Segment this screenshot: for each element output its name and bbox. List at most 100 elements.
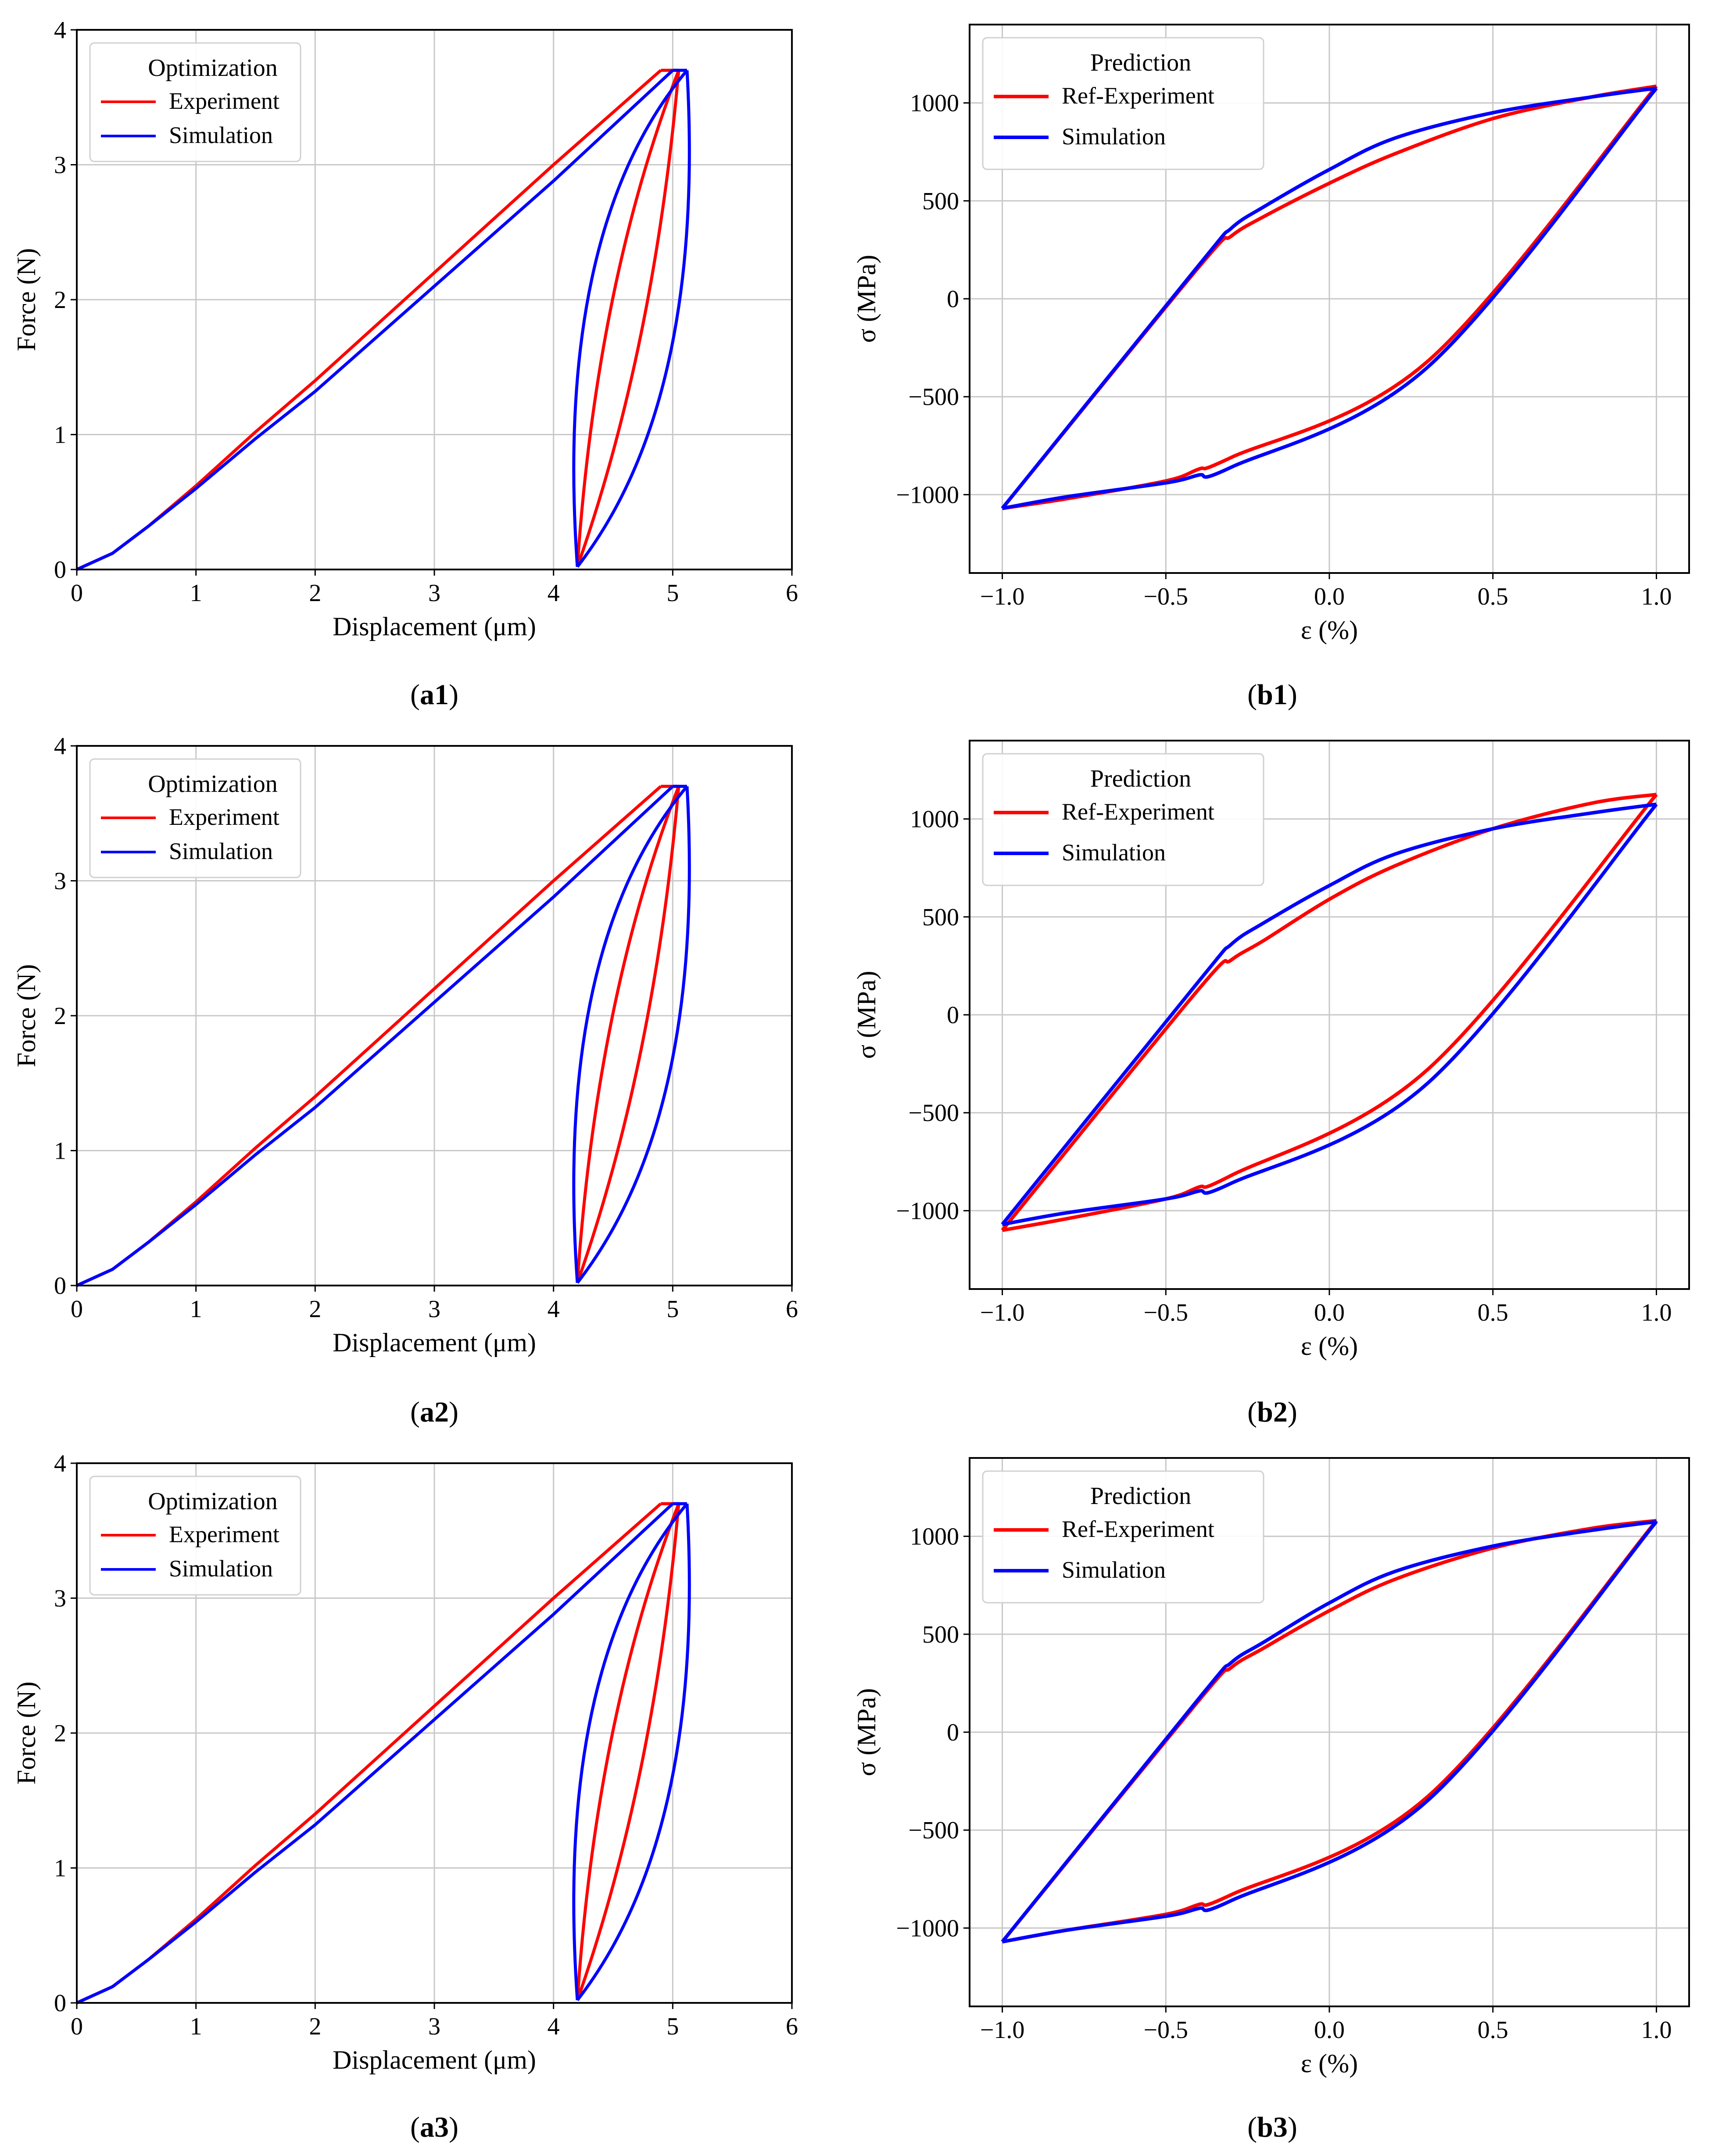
lower-branch (1002, 87, 1658, 510)
y-tick-label: −500 (908, 1099, 959, 1127)
y-tick-label: −1000 (896, 1915, 959, 1942)
x-tick-label: −1.0 (980, 2016, 1025, 2044)
y-tick-label: 3 (54, 868, 66, 895)
y-tick-label: 1000 (910, 1523, 959, 1551)
legend-entry: Experiment (169, 804, 279, 830)
caption-label: a3 (420, 2111, 449, 2143)
legend: Prediction Ref-Experiment Simulation (982, 1470, 1264, 1604)
x-tick-label: 0.5 (1478, 583, 1508, 610)
series-simulation-a2 (76, 784, 691, 1287)
legend-title: Optimization (148, 1488, 278, 1515)
x-axis-label: Displacement (μm) (333, 1328, 536, 1357)
x-tick-label: −0.5 (1143, 583, 1188, 610)
lower-branch (1002, 793, 1658, 1232)
unloading-curve (576, 70, 691, 568)
legend-entry: Simulation (1062, 123, 1166, 150)
x-tick-label: 6 (786, 2013, 798, 2040)
chart-panel-a3: 0 1 2 3 4 5 6 0 1 2 3 4 Displacement (μm) Force (N) Op… (12, 1450, 798, 2143)
x-tick-label: 4 (548, 580, 560, 607)
x-tick-label: 4 (548, 2013, 560, 2040)
caption-label: b2 (1257, 1396, 1288, 1428)
caption-close: ) (1288, 1396, 1297, 1428)
series-simulation-b1 (1001, 86, 1658, 510)
legend-box (982, 1470, 1264, 1604)
y-axis-label: Force (N) (12, 964, 41, 1067)
caption-close: ) (1288, 2111, 1297, 2143)
x-tick-label: 0.0 (1314, 2016, 1345, 2044)
panel-caption: (b1) (1247, 679, 1297, 711)
legend-entry: Simulation (1062, 839, 1166, 866)
x-tick-label: 1 (190, 1296, 202, 1323)
loading-curve (76, 785, 674, 1287)
chart-panel-b3: −1.0 −0.5 0.0 0.5 1.0 −1000 −500 0 500 1000 ε (%) σ… (852, 1457, 1690, 2143)
lower-branch (1002, 803, 1658, 1226)
x-tick-label: 5 (666, 1296, 679, 1323)
loading-curve (76, 1502, 674, 2005)
legend: Optimization Experiment Simulation (89, 42, 301, 162)
legend-entry: Ref-Experiment (1062, 82, 1214, 109)
x-axis-label: ε (%) (1301, 616, 1358, 645)
unloading-curve (576, 785, 680, 1283)
panel-caption: (a2) (410, 1396, 458, 1428)
x-axis-label: ε (%) (1301, 1332, 1358, 1361)
x-tick-label: 3 (428, 2013, 440, 2040)
y-tick-label: 2 (54, 1003, 66, 1030)
legend-title: Optimization (148, 770, 278, 798)
y-tick-label: 0 (947, 1002, 959, 1029)
y-tick-label: 1 (54, 422, 66, 449)
y-tick-label: 1000 (910, 806, 959, 833)
y-tick-label: 3 (54, 1585, 66, 1612)
x-tick-label: 6 (786, 1296, 798, 1323)
legend: Prediction Ref-Experiment Simulation (982, 37, 1264, 170)
upper-branch (1001, 792, 1657, 1232)
y-tick-label: 1 (54, 1138, 66, 1165)
series-simulation-b3 (1001, 1520, 1658, 1944)
x-tick-label: 0.0 (1314, 1299, 1345, 1326)
y-axis-label: σ (MPa) (852, 255, 881, 343)
unloading-curve (576, 1503, 680, 2001)
unloading-curve (576, 786, 691, 1284)
caption-open: ( (1247, 1396, 1257, 1428)
x-tick-label: 0.0 (1314, 583, 1345, 610)
caption-open: ( (410, 2111, 420, 2143)
legend: Optimization Experiment Simulation (89, 1476, 301, 1596)
y-tick-label: 0 (947, 1719, 959, 1746)
y-tick-label: 0 (947, 286, 959, 313)
x-tick-label: 5 (666, 2013, 679, 2040)
y-tick-label: 500 (922, 188, 959, 215)
x-tick-label: 6 (786, 580, 798, 607)
caption-open: ( (1247, 2111, 1257, 2143)
x-tick-label: 2 (309, 2013, 321, 2040)
caption-close: ) (1288, 679, 1297, 711)
legend-entry: Ref-Experiment (1062, 1516, 1214, 1542)
y-tick-label: 2 (54, 287, 66, 314)
legend-entry: Simulation (169, 1555, 273, 1582)
chart-panel-b1: −1.0 −0.5 0.0 0.5 1.0 −1000 −500 0 500 1000 ε (%) σ… (852, 24, 1690, 711)
x-tick-label: 2 (309, 580, 321, 607)
upper-branch (1001, 802, 1657, 1226)
y-tick-label: −1000 (896, 1197, 959, 1225)
x-tick-label: 3 (428, 580, 440, 607)
unloading-curve (576, 1504, 691, 2001)
x-tick-label: 0 (71, 2013, 83, 2040)
unloading-curve (572, 785, 688, 1283)
x-tick-label: 1.0 (1641, 1299, 1672, 1326)
unloading-curve (576, 69, 680, 567)
x-tick-label: 1 (190, 2013, 202, 2040)
x-axis-label: Displacement (μm) (333, 2045, 536, 2074)
legend-box (89, 1476, 301, 1596)
chart-panel-b2: −1.0 −0.5 0.0 0.5 1.0 −1000 −500 0 500 1000 ε (%) σ… (852, 740, 1690, 1428)
panel-caption: (a1) (410, 679, 458, 711)
y-tick-label: 1 (54, 1855, 66, 1882)
y-tick-label: 4 (54, 733, 66, 760)
legend: Prediction Ref-Experiment Simulation (982, 753, 1264, 886)
series-simulation-b2 (1001, 802, 1658, 1226)
x-axis-label: Displacement (μm) (333, 612, 536, 641)
caption-open: ( (410, 679, 420, 711)
x-tick-label: 0.5 (1478, 1299, 1508, 1326)
unloading-curve (572, 1503, 688, 2001)
series-ref-experiment-b2 (1001, 792, 1658, 1232)
x-tick-label: −0.5 (1143, 1299, 1188, 1326)
y-tick-label: 3 (54, 152, 66, 179)
